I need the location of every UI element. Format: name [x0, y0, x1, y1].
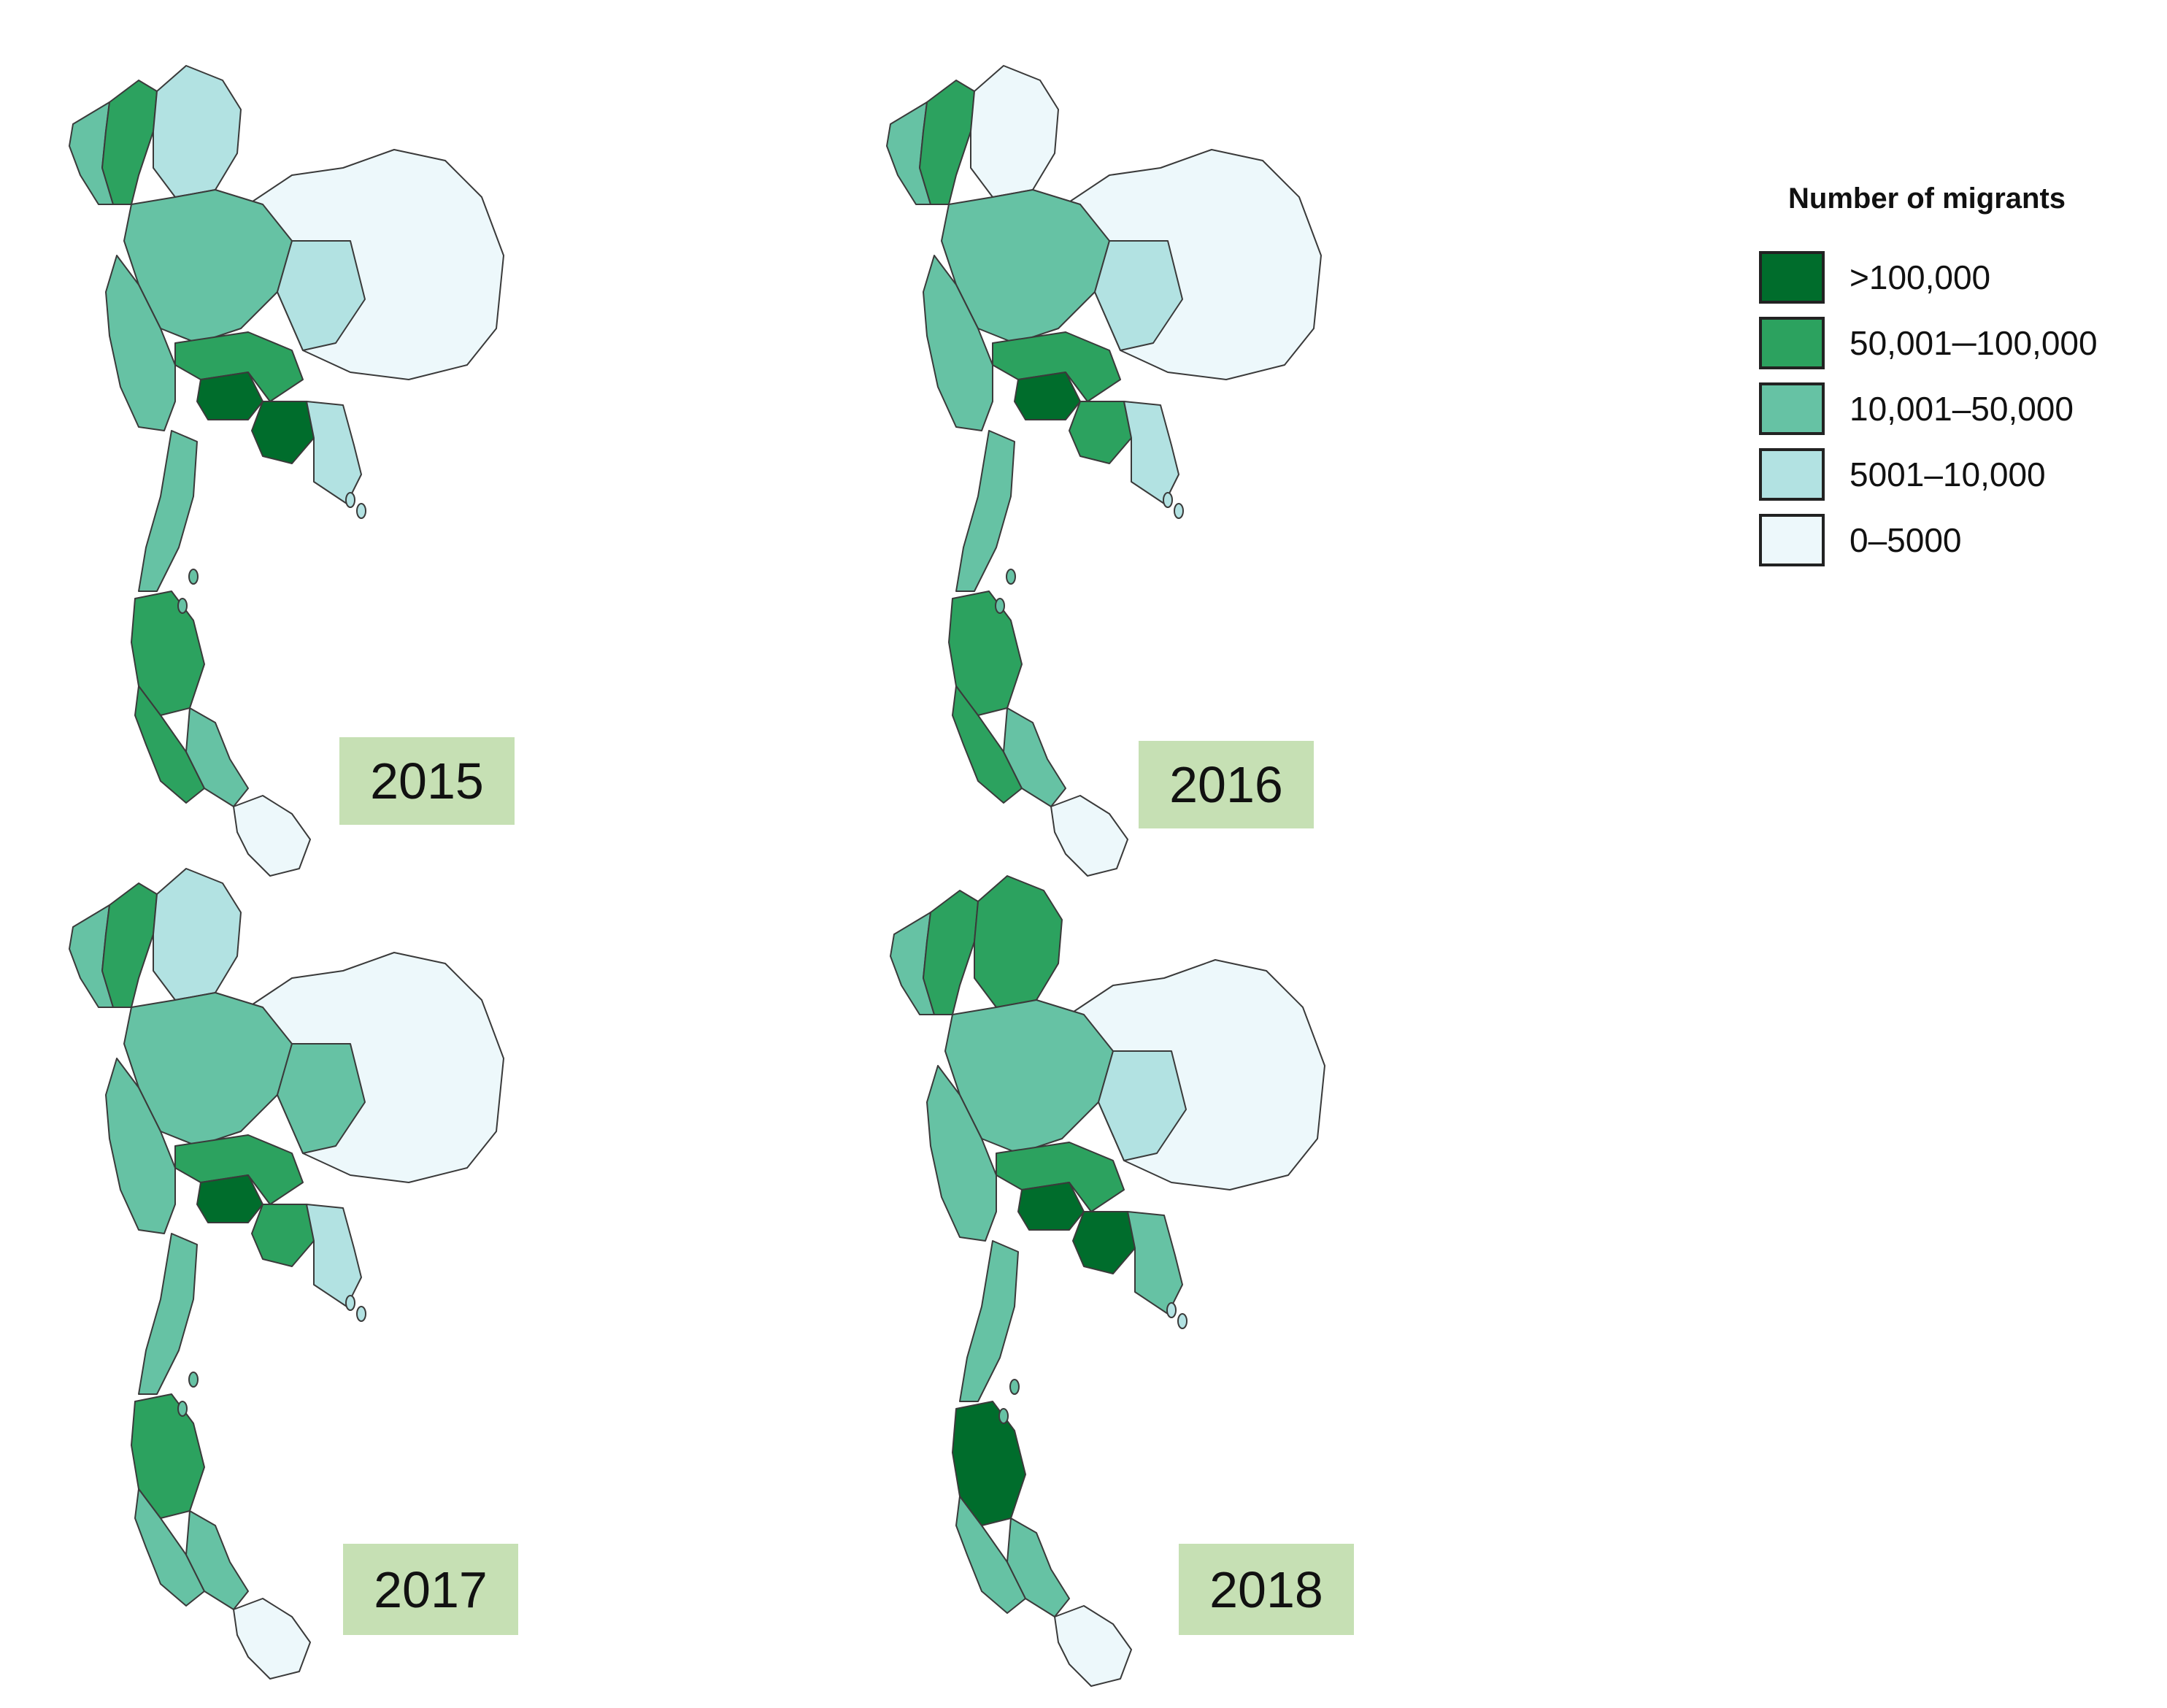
region-south-tip — [952, 685, 1023, 804]
legend-swatch — [1759, 317, 1825, 369]
legend-swatch — [1759, 251, 1825, 304]
island — [356, 503, 366, 519]
island — [177, 598, 188, 614]
region-bangkok — [196, 1174, 263, 1223]
legend-item: 10,001‒50,000 — [1759, 376, 2098, 442]
island — [345, 1295, 355, 1311]
island — [356, 1306, 366, 1322]
region-north-west — [919, 80, 975, 205]
island — [998, 1408, 1009, 1424]
region-north-center — [974, 875, 1063, 1008]
thailand-map — [69, 65, 504, 877]
region-east-coast — [1127, 1211, 1183, 1315]
region-east — [1072, 1211, 1136, 1274]
region-south-lower — [185, 707, 249, 807]
legend-label: 0‒5000 — [1850, 521, 1962, 559]
region-bangkok — [1017, 1182, 1085, 1231]
region-east — [1069, 401, 1132, 464]
region-upper-central — [944, 999, 1114, 1154]
region-south-lower — [1006, 1517, 1070, 1617]
region-west — [105, 255, 176, 431]
legend-label: 10,001‒50,000 — [1850, 390, 2074, 428]
legend-swatch — [1759, 382, 1825, 435]
region-northeast-west — [277, 240, 366, 351]
region-upper-central — [941, 189, 1110, 344]
legend: Number of migrants >100,000 50,001─100,0… — [1759, 182, 2098, 573]
region-south-lower — [1003, 707, 1066, 807]
legend-title: Number of migrants — [1788, 182, 2066, 215]
region-east-coast — [306, 401, 362, 504]
legend-label: 50,001─100,000 — [1850, 324, 2098, 362]
region-bangkok — [196, 372, 263, 420]
island — [177, 1401, 188, 1417]
region-east-coast — [1123, 401, 1179, 504]
region-west — [105, 1058, 176, 1234]
region-northeast-west — [277, 1043, 366, 1154]
region-south-tip — [134, 1488, 205, 1607]
region-deep-south — [233, 795, 311, 877]
region-north-west — [923, 890, 979, 1015]
island — [1166, 1302, 1177, 1318]
region-east — [251, 1204, 315, 1267]
region-north-west — [101, 882, 158, 1008]
region-north-center — [153, 65, 242, 198]
island — [1174, 503, 1184, 519]
region-west — [926, 1065, 997, 1242]
region-northeast-west — [1098, 1050, 1187, 1161]
legend-item: >100,000 — [1759, 245, 2098, 310]
region-deep-south — [1050, 795, 1128, 877]
legend-label: 5001‒10,000 — [1850, 455, 2046, 493]
thailand-map — [69, 868, 504, 1680]
region-west — [923, 255, 993, 431]
island — [1163, 492, 1173, 508]
region-south-upper — [138, 1233, 198, 1395]
year-label-2017: 2017 — [343, 1544, 518, 1635]
region-east — [251, 401, 315, 464]
legend-item: 0‒5000 — [1759, 507, 2098, 573]
region-deep-south — [233, 1598, 311, 1680]
region-east-coast — [306, 1204, 362, 1307]
island — [1009, 1379, 1020, 1395]
year-label-2015: 2015 — [339, 737, 515, 825]
region-north-west — [101, 80, 158, 205]
region-upper-central — [123, 992, 293, 1147]
legend-label: >100,000 — [1850, 258, 1991, 296]
region-south-upper — [959, 1240, 1019, 1402]
island — [188, 569, 199, 585]
region-northeast-west — [1094, 240, 1183, 351]
region-south-lower — [185, 1510, 249, 1610]
island — [1177, 1313, 1188, 1329]
thailand-map — [886, 65, 1322, 877]
island — [345, 492, 355, 508]
region-south-upper — [138, 430, 198, 592]
region-deep-south — [1054, 1605, 1132, 1687]
region-upper-central — [123, 189, 293, 344]
region-south-upper — [955, 430, 1015, 592]
region-south-tip — [955, 1496, 1026, 1614]
island — [188, 1372, 199, 1388]
region-north-center — [153, 868, 242, 1001]
year-label-2018: 2018 — [1179, 1544, 1354, 1635]
island — [995, 598, 1005, 614]
region-south-tip — [134, 685, 205, 804]
year-label-2016: 2016 — [1139, 741, 1314, 828]
region-north-center — [970, 65, 1059, 198]
legend-item: 5001‒10,000 — [1759, 442, 2098, 507]
region-bangkok — [1014, 372, 1081, 420]
legend-item: 50,001─100,000 — [1759, 310, 2098, 376]
island — [1006, 569, 1016, 585]
thailand-map — [890, 875, 1325, 1687]
legend-swatch — [1759, 448, 1825, 501]
legend-swatch — [1759, 514, 1825, 566]
